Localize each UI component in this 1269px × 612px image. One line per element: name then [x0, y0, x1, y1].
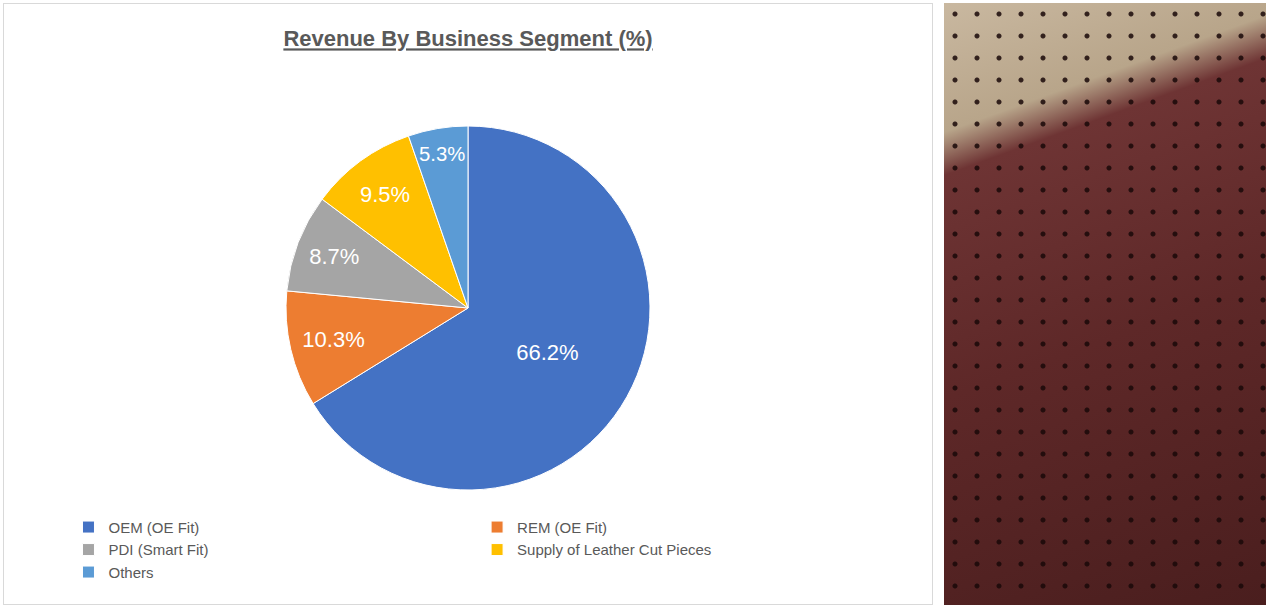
svg-text:OEM (OE Fit): OEM (OE Fit) [108, 519, 199, 536]
svg-text:Revenue By Business Segment (%: Revenue By Business Segment (%) [283, 26, 652, 51]
svg-text:PDI (Smart Fit): PDI (Smart Fit) [108, 541, 208, 558]
svg-text:9.5%: 9.5% [360, 182, 410, 207]
svg-text:Supply of Leather Cut Pieces: Supply of Leather Cut Pieces [517, 541, 711, 558]
svg-text:66.2%: 66.2% [516, 340, 578, 365]
svg-text:Others: Others [108, 564, 153, 581]
svg-text:5.3%: 5.3% [419, 143, 465, 165]
svg-text:REM (OE Fit): REM (OE Fit) [517, 519, 607, 536]
svg-text:8.7%: 8.7% [309, 244, 359, 269]
svg-text:10.3%: 10.3% [302, 327, 364, 352]
